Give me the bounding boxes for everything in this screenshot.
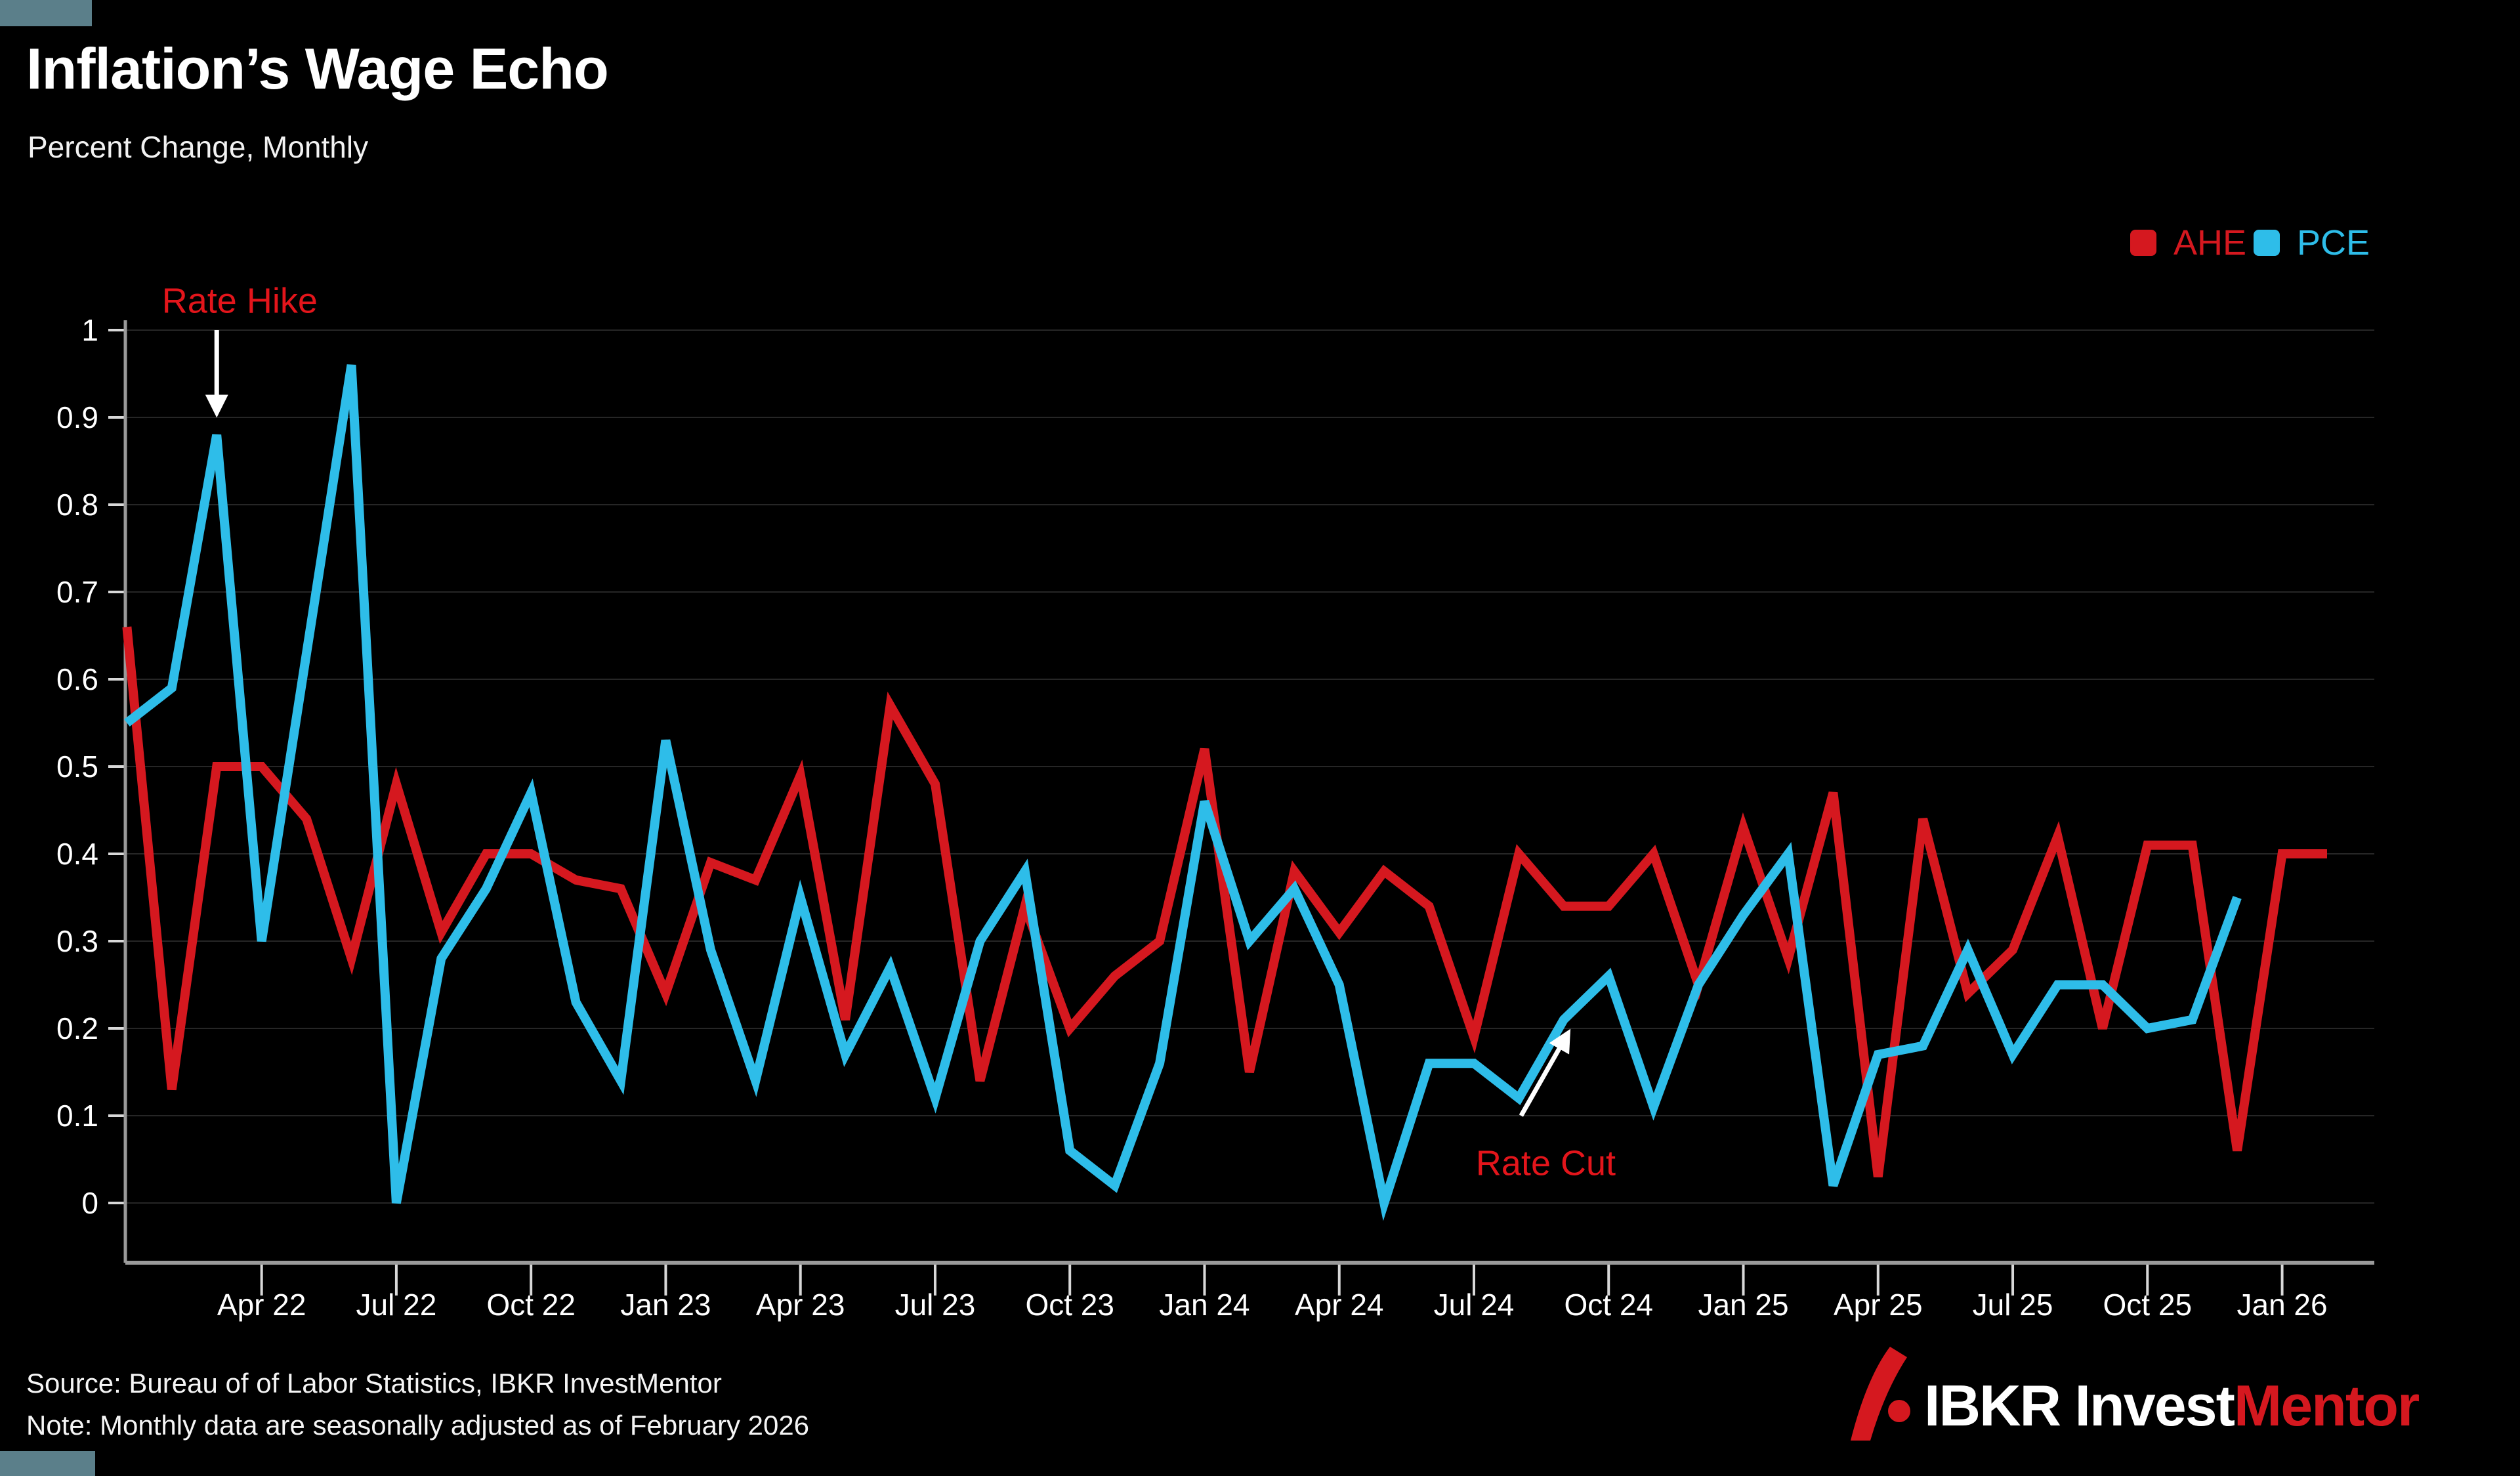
y-tick-label: 0.4 [56, 837, 98, 871]
x-tick-label: Oct 25 [2103, 1288, 2193, 1322]
ibkr-logo-icon [1851, 1347, 1910, 1441]
legend-swatch-ahe [2130, 230, 2156, 256]
logo-text-red: Mentor [2234, 1373, 2419, 1438]
x-tick-label: Apr 23 [756, 1288, 845, 1322]
x-tick-label: Apr 25 [1834, 1288, 1923, 1322]
x-tick-label: Jan 23 [620, 1288, 711, 1322]
y-tick-label: 0.2 [56, 1011, 98, 1045]
x-tick-label: Jul 23 [895, 1288, 976, 1322]
annotation-label: Rate Cut [1476, 1143, 1616, 1183]
y-tick-label: 0 [81, 1186, 98, 1220]
logo-text: IBKR InvestMentor [1924, 1373, 2419, 1438]
x-tick-label: Jul 25 [1973, 1288, 2053, 1322]
logo-text-white: IBKR Invest [1924, 1373, 2235, 1438]
y-tick-label: 0.9 [56, 400, 98, 434]
line-series-pce [124, 364, 2242, 1221]
corner-accent-top [0, 0, 92, 26]
page-title: Inflation’s Wage Echo [26, 36, 608, 101]
y-tick-label: 0.8 [56, 488, 98, 522]
y-tick-label: 0.6 [56, 662, 98, 696]
x-tick-label: Jul 22 [356, 1288, 437, 1322]
x-tick-label: Jan 25 [1698, 1288, 1788, 1322]
y-tick-label: 0.5 [56, 749, 98, 784]
x-tick-label: Oct 23 [1025, 1288, 1114, 1322]
page-subtitle: Percent Change, Monthly [28, 130, 368, 164]
y-tick-label: 0.7 [56, 575, 98, 609]
legend-label-pce: PCE [2297, 223, 2370, 263]
source-note: Source: Bureau of of Labor Statistics, I… [26, 1368, 722, 1399]
plot-area: 0 0.1 0.2 0.3 0.4 0.5 0.6 0.7 0.8 0.9 1 Apr 22 Jul 2… [56, 281, 2374, 1322]
y-tick-label: 0.3 [56, 924, 98, 958]
chart-legend: AHE PCE [2130, 223, 2370, 263]
x-tick-label: Apr 22 [217, 1288, 306, 1322]
legend-label-ahe: AHE [2174, 223, 2246, 263]
methodology-note: Note: Monthly data are seasonally adjust… [26, 1410, 809, 1441]
x-tick-label: Jul 24 [1434, 1288, 1515, 1322]
corner-accent-bottom [0, 1451, 95, 1476]
legend-swatch-pce [2254, 230, 2280, 256]
annotation-label: Rate Hike [162, 281, 318, 320]
y-tick-label: 0.1 [56, 1099, 98, 1133]
x-tick-label: Jan 26 [2236, 1288, 2327, 1322]
x-tick-label: Apr 24 [1295, 1288, 1384, 1322]
x-tick-label: Oct 24 [1564, 1288, 1654, 1322]
x-tick-label: Oct 22 [486, 1288, 576, 1322]
ibkr-investmentor-logo: IBKR InvestMentor [1851, 1347, 2420, 1441]
annotation-arrow [1519, 1028, 1571, 1117]
x-tick-label: Jan 24 [1159, 1288, 1250, 1322]
y-tick-label: 1 [81, 313, 98, 347]
